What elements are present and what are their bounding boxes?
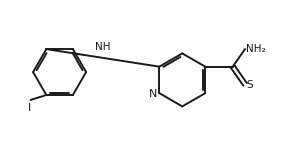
- Text: NH: NH: [95, 42, 111, 52]
- Text: NH₂: NH₂: [246, 44, 266, 54]
- Text: S: S: [246, 80, 253, 90]
- Text: N: N: [149, 89, 157, 99]
- Text: I: I: [28, 103, 31, 113]
